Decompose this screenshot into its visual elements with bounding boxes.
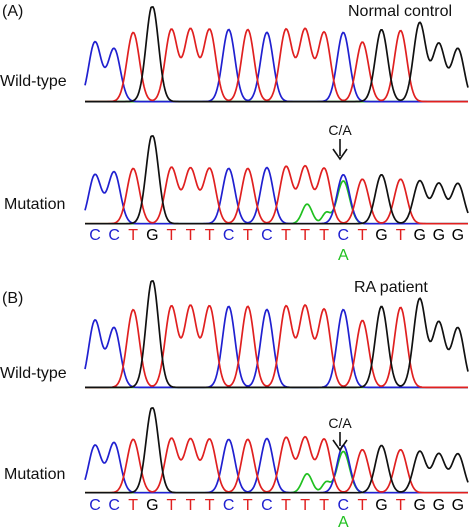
- panel-b-mutation-trace: [84, 407, 469, 494]
- base-call: T: [186, 497, 196, 514]
- panel-a-wildtype-label: Wild-type: [0, 73, 67, 90]
- trace-c: [84, 28, 468, 103]
- base-call: T: [281, 497, 291, 514]
- base-call: C: [89, 227, 101, 244]
- panel-b-wildtype-trace: [84, 280, 469, 389]
- base-call: T: [128, 227, 138, 244]
- base-call: T: [319, 227, 329, 244]
- mutation-base-call: A: [338, 247, 349, 264]
- trace-t: [85, 435, 468, 494]
- mutation-base-call: A: [338, 514, 349, 531]
- trace-g: [85, 280, 469, 389]
- base-call: C: [89, 497, 101, 514]
- panel-a: (A) Normal control Wild-type Mutation C/…: [0, 3, 469, 264]
- base-call: C: [338, 227, 350, 244]
- base-call: C: [261, 497, 273, 514]
- trace-g: [85, 135, 469, 225]
- base-call: T: [167, 497, 177, 514]
- base-call: G: [433, 497, 445, 514]
- panel-a-mutation-row: Mutation C/A: [4, 122, 469, 225]
- base-call: G: [433, 227, 445, 244]
- panel-b-marker-label: C/A: [328, 415, 352, 431]
- base-call: T: [205, 227, 215, 244]
- panel-b-mutation-row: Mutation C/A: [4, 407, 469, 494]
- base-call: T: [300, 227, 310, 244]
- panel-a-wildtype-trace: [84, 6, 469, 103]
- panel-b-title: RA patient: [354, 279, 428, 296]
- panel-b-label: (B): [2, 290, 23, 307]
- base-call: G: [146, 497, 158, 514]
- panel-a-marker-label: C/A: [328, 122, 352, 138]
- base-call: G: [375, 497, 387, 514]
- base-call: T: [281, 227, 291, 244]
- base-call: C: [338, 497, 350, 514]
- base-call: G: [452, 227, 464, 244]
- trace-g: [85, 6, 469, 103]
- base-call: T: [319, 497, 329, 514]
- base-call: T: [358, 227, 368, 244]
- panel-b-marker: C/A: [328, 415, 352, 452]
- panel-a-wildtype-row: Wild-type: [0, 6, 469, 103]
- panel-b-wildtype-row: Wild-type: [0, 280, 469, 389]
- base-call: T: [243, 227, 253, 244]
- base-call: T: [300, 497, 310, 514]
- base-call: T: [396, 497, 406, 514]
- base-call: T: [358, 497, 368, 514]
- trace-c: [84, 305, 468, 389]
- panel-a-title: Normal control: [348, 3, 452, 20]
- base-call: C: [261, 227, 273, 244]
- panel-a-marker-arrowhead: [332, 148, 348, 161]
- base-call: T: [243, 497, 253, 514]
- base-call: C: [108, 497, 120, 514]
- base-call: T: [205, 497, 215, 514]
- trace-t: [85, 303, 468, 389]
- panel-b-mutation-label: Mutation: [4, 466, 65, 483]
- base-call: G: [375, 227, 387, 244]
- panel-b-marker-arrowhead: [332, 439, 348, 452]
- base-call: T: [128, 497, 138, 514]
- base-call: C: [223, 227, 235, 244]
- panel-a-marker: C/A: [328, 122, 352, 161]
- base-call: C: [108, 227, 120, 244]
- trace-t: [85, 164, 468, 225]
- base-call: T: [186, 227, 196, 244]
- panel-a-label: (A): [2, 3, 23, 20]
- trace-t: [85, 27, 468, 103]
- base-call: G: [146, 227, 158, 244]
- panel-a-sequence: C C T G T T T C T C T T T C T G T G G GA: [89, 227, 464, 264]
- base-call: G: [452, 497, 464, 514]
- base-call: G: [413, 227, 425, 244]
- base-call: T: [396, 227, 406, 244]
- trace-g: [85, 407, 469, 494]
- panel-a-mutation-trace: [84, 135, 469, 225]
- base-call: G: [413, 497, 425, 514]
- panel-a-mutation-label: Mutation: [4, 196, 65, 213]
- base-call: C: [223, 497, 235, 514]
- panel-b-sequence: C C T G T T T C T C T T T C T G T G G GA: [89, 497, 464, 531]
- panel-b-wildtype-label: Wild-type: [0, 365, 67, 382]
- base-call: T: [167, 227, 177, 244]
